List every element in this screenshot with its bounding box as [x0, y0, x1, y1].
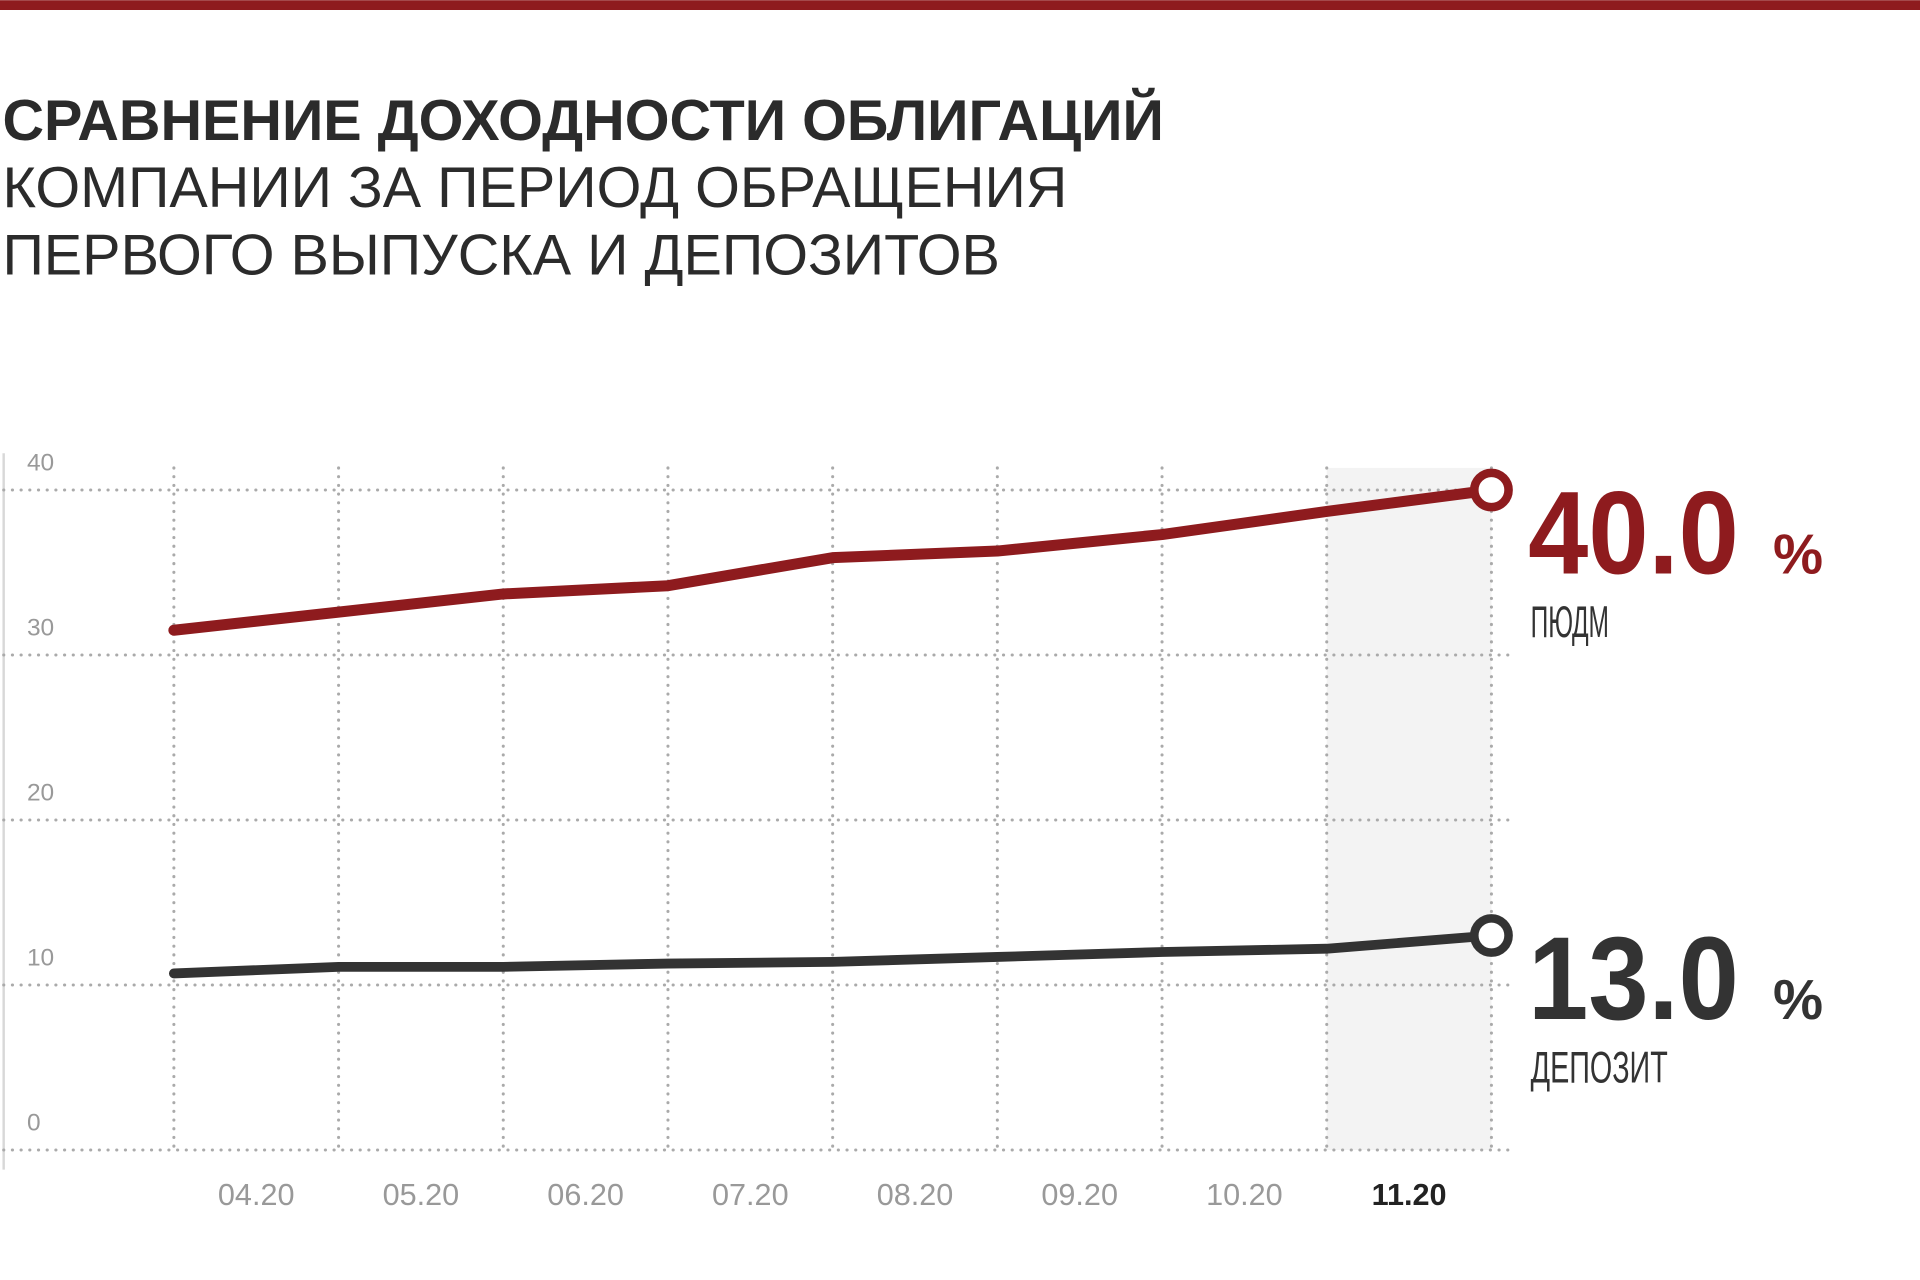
chart-subtitle: КОМПАНИИ ЗА ПЕРИОД ОБРАЩЕНИЯ: [2, 156, 1067, 220]
x-tick-label: 07.20: [712, 1178, 789, 1212]
legend-label: ДЕПОЗИТ: [1531, 1043, 1668, 1092]
x-tick-label: 05.20: [383, 1178, 460, 1212]
chart-title: СРАВНЕНИЕ ДОХОДНОСТИ ОБЛИГАЦИЙ: [2, 88, 1163, 153]
x-tick-label: 04.20: [218, 1178, 295, 1212]
series-line: [168, 930, 1497, 979]
y-tick-label: 20: [27, 779, 54, 806]
x-tick-label: 06.20: [547, 1178, 624, 1212]
legend-label: ПЮДМ: [1531, 598, 1609, 647]
end-unit: %: [1773, 968, 1823, 1031]
end-label: 13.0: [1528, 913, 1739, 1044]
x-tick-label: 09.20: [1041, 1178, 1118, 1212]
top-bar: [0, 0, 1920, 11]
y-tick-label: 30: [27, 614, 54, 641]
x-tick-label: 10.20: [1206, 1178, 1283, 1212]
x-tick-label: 08.20: [877, 1178, 954, 1212]
y-tick-label: 10: [27, 944, 54, 971]
x-tick-label: 11.20: [1372, 1178, 1447, 1212]
end-unit: %: [1773, 522, 1823, 585]
y-tick-label: 40: [27, 449, 54, 476]
end-marker: [1470, 914, 1513, 957]
chart-subtitle: ПЕРВОГО ВЫПУСКА И ДЕПОЗИТОВ: [2, 223, 999, 287]
end-marker: [1470, 468, 1513, 512]
series-line: [168, 484, 1497, 636]
y-tick-label: 0: [27, 1109, 41, 1136]
highlight-band: [1326, 467, 1492, 1150]
end-label: 40.0: [1528, 467, 1739, 598]
